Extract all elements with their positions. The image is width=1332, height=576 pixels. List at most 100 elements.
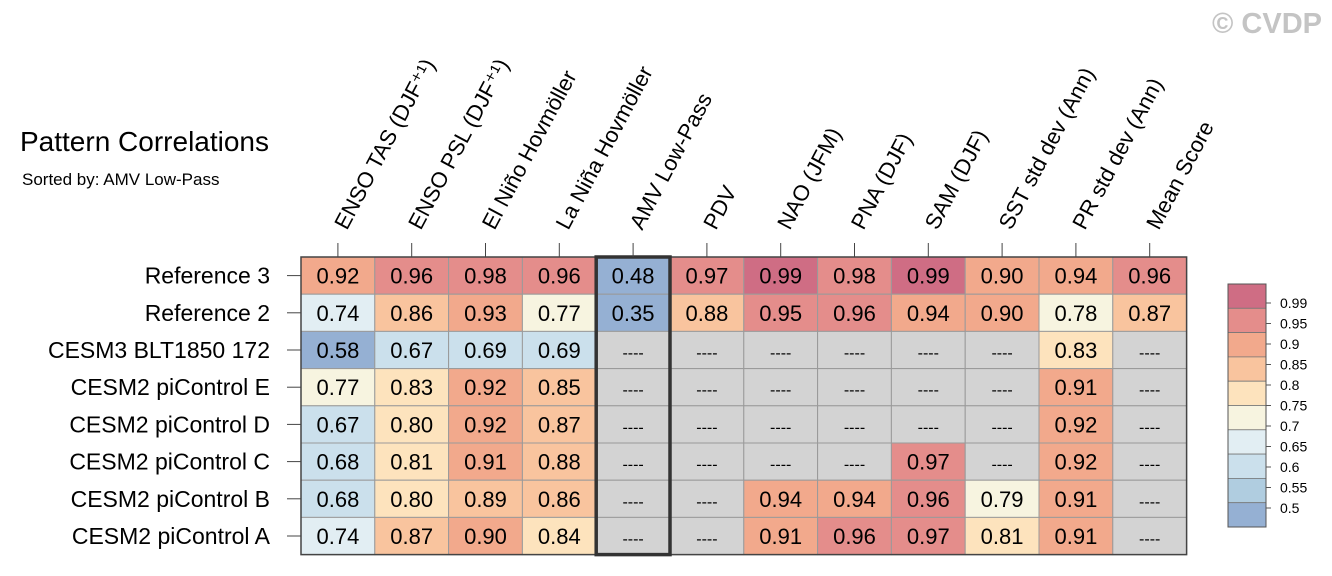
cell-value: 0.98	[464, 264, 507, 289]
heatmap-cell	[743, 293, 819, 332]
cell-value: 0.96	[907, 487, 950, 512]
cell-value: 0.93	[464, 301, 507, 326]
cell-value: 0.87	[1128, 301, 1171, 326]
heatmap-cell	[964, 442, 1040, 481]
cell-value: 0.94	[907, 301, 950, 326]
colorbar-label: 0.55	[1280, 480, 1307, 496]
cell-value: ----	[770, 345, 791, 362]
cell-value: 0.96	[833, 301, 876, 326]
cell-value: 0.83	[390, 375, 433, 400]
heatmap-cell	[817, 516, 892, 556]
cell-value: ----	[622, 457, 643, 474]
colorbar-label: 0.75	[1280, 398, 1307, 414]
cell-value: 0.87	[390, 524, 433, 549]
cell-value: 0.88	[685, 301, 728, 326]
cell-value: 0.92	[1054, 412, 1097, 437]
cell-value: ----	[696, 382, 717, 399]
heatmap-cell	[890, 330, 966, 370]
heatmap-cell	[374, 442, 450, 481]
heatmap-cell	[743, 368, 819, 407]
heatmap-cell	[964, 516, 1040, 556]
heatmap-border	[300, 256, 1188, 556]
cell-value: ----	[770, 457, 791, 474]
cell-value: 0.67	[390, 338, 433, 363]
cell-value: ----	[622, 494, 643, 511]
heatmap-cell	[669, 479, 745, 518]
copyright-watermark: © CVDP	[1212, 8, 1322, 40]
heatmap-cell	[1112, 479, 1188, 518]
cell-value: 0.89	[464, 487, 507, 512]
heatmap-cell	[669, 516, 745, 556]
cell-value: ----	[991, 382, 1012, 399]
cell-value: 0.91	[1054, 375, 1097, 400]
cell-value: ----	[622, 419, 643, 436]
cell-value: 0.94	[833, 487, 876, 512]
cell-value: ----	[696, 419, 717, 436]
colorbar-swatch	[1227, 429, 1267, 455]
cell-value: ----	[844, 457, 865, 474]
cell-value: 0.74	[316, 524, 359, 549]
heatmap-cell	[595, 516, 671, 556]
cell-value: 0.68	[316, 450, 359, 475]
cell-value: 0.48	[612, 264, 655, 289]
heatmap-cell	[1112, 256, 1188, 295]
heatmap-cell	[743, 442, 819, 481]
row-label: CESM2 piControl E	[71, 374, 270, 400]
cell-value: 0.85	[538, 375, 581, 400]
heatmap-cell	[1038, 405, 1114, 444]
cell-value: 0.91	[1054, 524, 1097, 549]
cell-value: 0.97	[685, 264, 728, 289]
heatmap-cell	[300, 442, 376, 481]
heatmap-cell	[669, 442, 745, 481]
cell-value: ----	[918, 382, 939, 399]
heatmap-cell	[669, 293, 745, 332]
heatmap-cell	[1038, 479, 1114, 518]
colorbar-swatch	[1227, 283, 1267, 309]
colorbar-label: 0.6	[1280, 459, 1300, 475]
heatmap-cell	[300, 368, 376, 407]
cell-value: ----	[770, 382, 791, 399]
heatmap-cell	[964, 368, 1040, 407]
heatmap-cell	[521, 516, 597, 556]
heatmap-cell	[521, 330, 597, 370]
cell-value: ----	[1139, 494, 1160, 511]
cell-value: 0.69	[464, 338, 507, 363]
heatmap-cell	[890, 442, 966, 481]
cell-value: 0.58	[316, 338, 359, 363]
cell-value: 0.35	[612, 301, 655, 326]
cell-value: 0.67	[316, 412, 359, 437]
cell-value: ----	[1139, 419, 1160, 436]
colorbar-label: 0.9	[1280, 336, 1300, 352]
cell-value: ----	[622, 531, 643, 548]
colorbar-label: 0.99	[1280, 295, 1307, 311]
colorbar-swatch	[1227, 477, 1267, 504]
heatmap-cell	[300, 330, 376, 370]
cell-value: 0.86	[538, 487, 581, 512]
cell-value: 0.81	[981, 524, 1024, 549]
cell-value: 0.99	[759, 264, 802, 289]
cell-value: ----	[696, 457, 717, 474]
colorbar-label: 0.5	[1280, 500, 1300, 516]
heatmap-cell	[374, 256, 450, 295]
cell-value: 0.81	[390, 450, 433, 475]
cell-value: 0.94	[1054, 264, 1097, 289]
column-label: PNA (DJF)	[846, 129, 917, 234]
cell-value: ----	[991, 419, 1012, 436]
heatmap-cell	[817, 256, 892, 295]
cell-value: 0.78	[1054, 301, 1097, 326]
cell-value: 0.80	[390, 487, 433, 512]
cell-value: 0.84	[538, 524, 581, 549]
colorbar-swatch	[1227, 332, 1267, 358]
heatmap-cell	[817, 442, 892, 481]
cell-value: 0.88	[538, 450, 581, 475]
heatmap-cell	[1038, 368, 1114, 407]
heatmap-cell	[521, 479, 597, 518]
cell-value: 0.98	[833, 264, 876, 289]
cell-value: 0.91	[464, 450, 507, 475]
colorbar-swatch	[1227, 380, 1267, 406]
cell-value: ----	[918, 419, 939, 436]
heatmap-cell	[890, 516, 966, 556]
cell-value: 0.94	[759, 487, 802, 512]
colorbar-label: 0.95	[1280, 316, 1307, 332]
cell-value: ----	[622, 345, 643, 362]
